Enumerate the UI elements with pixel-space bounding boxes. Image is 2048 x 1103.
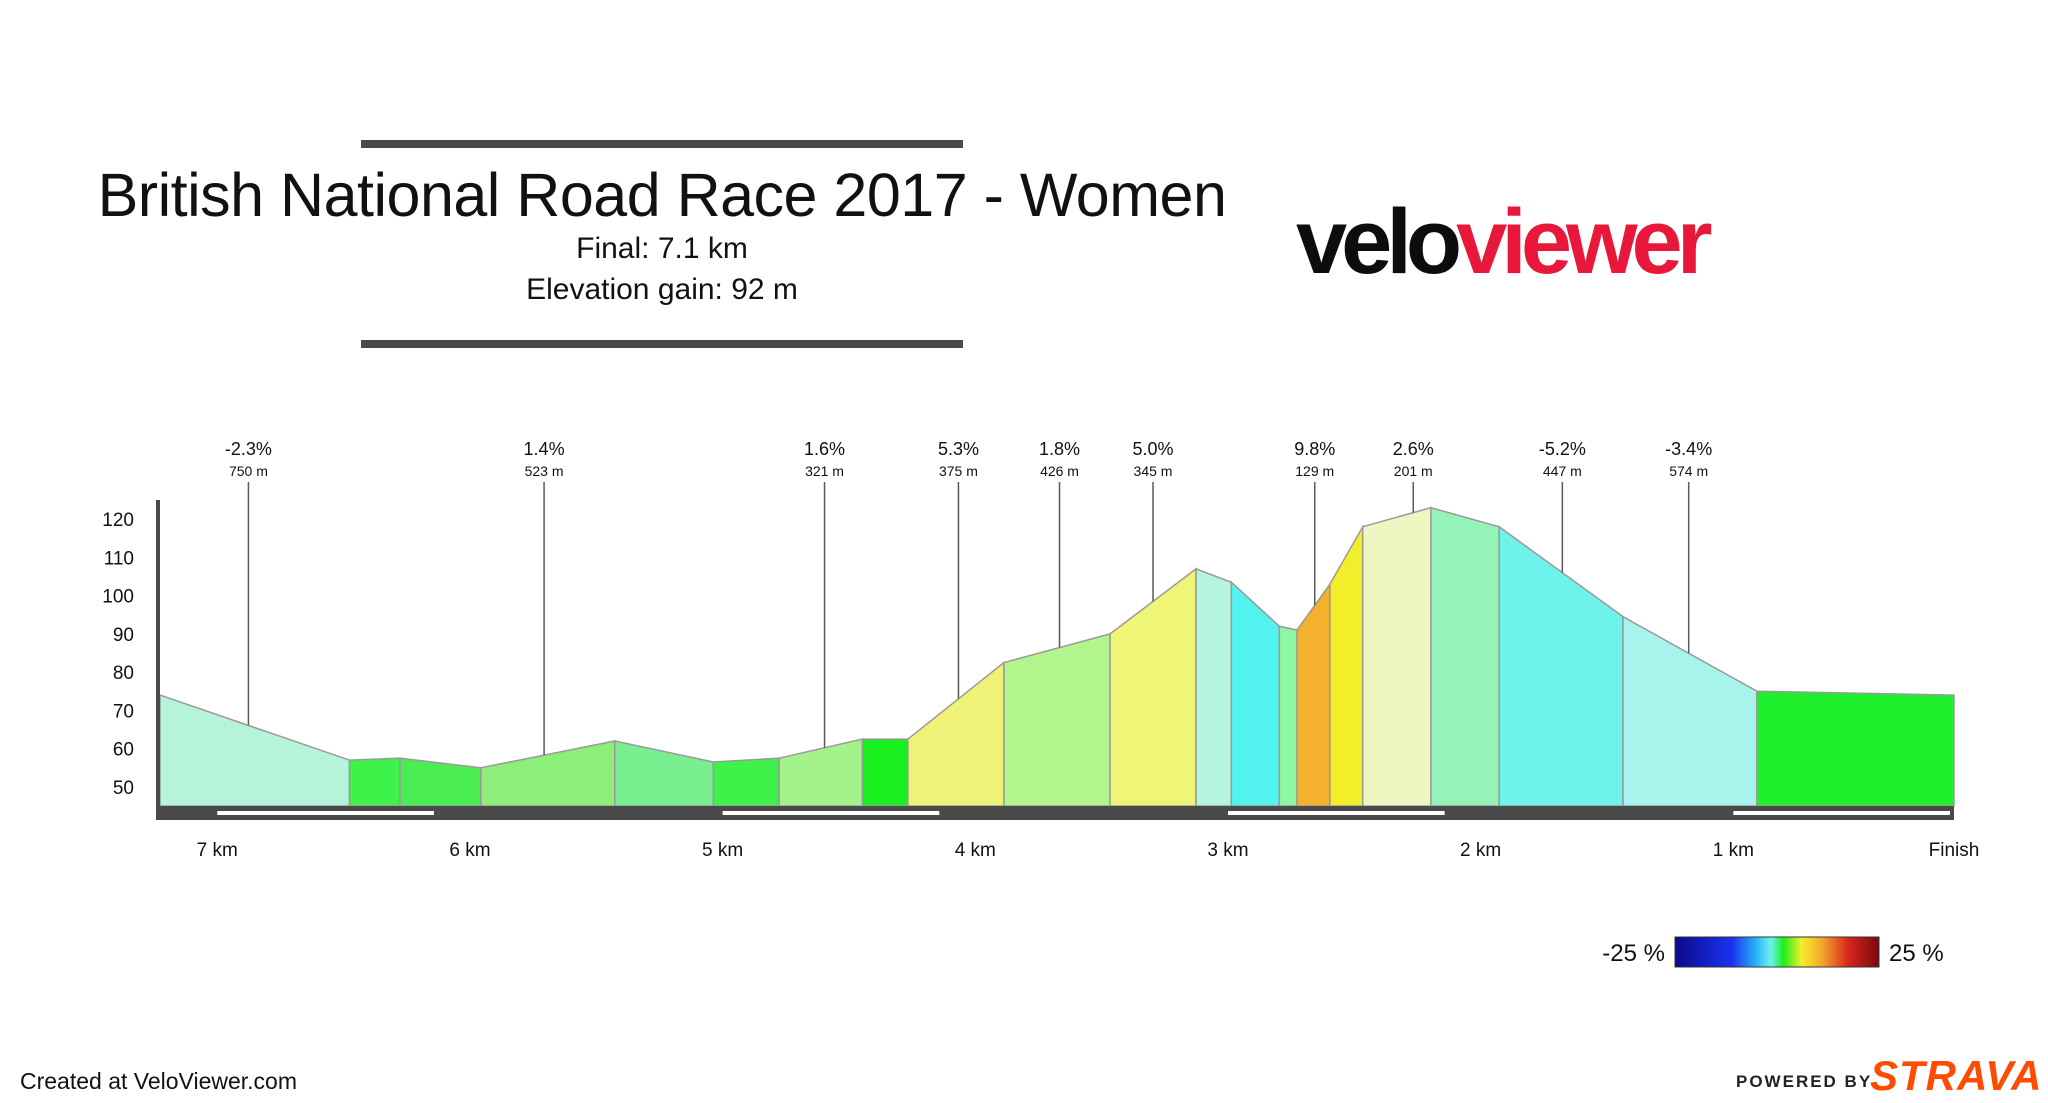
title-rule-top	[361, 140, 963, 148]
profile-segment	[1498, 525, 1624, 807]
segment-length-label: 574 m	[1669, 463, 1708, 479]
profile-segment	[1622, 615, 1758, 807]
profile-segment	[778, 738, 864, 807]
x-tick-label: 7 km	[197, 840, 238, 861]
profile-segment	[348, 757, 401, 807]
y-tick-label: 100	[102, 587, 134, 608]
gradient-color-scale	[1674, 936, 1880, 968]
y-tick-label: 60	[113, 740, 134, 761]
scale-bar	[1227, 811, 1445, 815]
segment-length-label: 375 m	[939, 463, 978, 479]
profile-segment	[712, 757, 780, 807]
profile-segment	[1195, 567, 1233, 807]
profile-segment	[614, 740, 715, 807]
scale-bar	[217, 811, 434, 815]
page-title: British National Road Race 2017 - Women	[97, 161, 1227, 229]
veloviewer-logo: veloviewer	[1296, 196, 1713, 288]
profile-segment	[399, 757, 482, 807]
title-rule-bottom	[361, 340, 963, 348]
logo-text-viewer: viewer	[1456, 191, 1712, 293]
y-axis-line	[156, 500, 160, 818]
profile-segment	[159, 694, 351, 807]
x-tick-label: 1 km	[1713, 840, 1754, 861]
y-tick-label: 50	[113, 778, 134, 799]
subtitle-final: Final: 7.1 km	[576, 232, 748, 265]
grade-label: 1.4%	[524, 439, 565, 459]
segment-length-label: 321 m	[805, 463, 844, 479]
profile-segment	[1430, 506, 1500, 807]
profile-segment	[1329, 523, 1364, 807]
grade-label: -3.4%	[1665, 439, 1712, 459]
profile-segment	[1756, 690, 1955, 807]
scale-bar	[1733, 811, 1950, 815]
profile-segment	[907, 661, 1005, 807]
grade-label: 1.8%	[1039, 439, 1080, 459]
y-tick-label: 120	[102, 510, 134, 531]
profile-segment	[480, 740, 616, 807]
x-tick-label: 2 km	[1460, 840, 1501, 861]
segment-length-label: 129 m	[1295, 463, 1334, 479]
strava-logo: STRAVA	[1870, 1052, 2043, 1099]
y-tick-label: 110	[104, 548, 134, 569]
y-tick-label: 70	[113, 701, 134, 722]
legend-min-label: -25 %	[1602, 940, 1665, 967]
logo-text-velo: velo	[1296, 191, 1462, 293]
legend-max-label: 25 %	[1889, 940, 1944, 967]
scale-bar	[722, 811, 940, 815]
x-tick-label: 4 km	[955, 840, 996, 861]
segment-length-label: 426 m	[1040, 463, 1079, 479]
profile-segment	[1109, 567, 1197, 807]
x-tick-label: 5 km	[702, 840, 743, 861]
profile-segment	[1003, 632, 1111, 807]
y-tick-label: 90	[113, 625, 134, 646]
grade-label: 1.6%	[804, 439, 845, 459]
grade-label: 2.6%	[1393, 439, 1434, 459]
profile-segment	[1296, 581, 1331, 807]
profile-segment	[1278, 625, 1298, 807]
profile-segment	[861, 738, 909, 807]
grade-label: 5.0%	[1133, 439, 1174, 459]
y-tick-label: 80	[113, 663, 134, 684]
profile-segment	[1361, 506, 1432, 807]
grade-label: -5.2%	[1539, 439, 1586, 459]
grade-label: 9.8%	[1294, 439, 1335, 459]
x-tick-label: 3 km	[1207, 840, 1248, 861]
powered-by-label: POWERED BY	[1736, 1072, 1873, 1091]
segment-length-label: 201 m	[1394, 463, 1433, 479]
segment-length-label: 447 m	[1543, 463, 1582, 479]
x-axis-bar	[156, 806, 1954, 820]
segment-length-label: 345 m	[1134, 463, 1173, 479]
segment-length-label: 750 m	[229, 463, 268, 479]
grade-label: 5.3%	[938, 439, 979, 459]
grade-label: -2.3%	[225, 439, 272, 459]
subtitle-elevation-gain: Elevation gain: 92 m	[526, 273, 798, 306]
segment-length-label: 523 m	[525, 463, 564, 479]
x-tick-label: Finish	[1929, 840, 1980, 861]
x-tick-label: 6 km	[449, 840, 490, 861]
profile-segment	[1230, 580, 1281, 807]
credit-text: Created at VeloViewer.com	[20, 1068, 298, 1094]
